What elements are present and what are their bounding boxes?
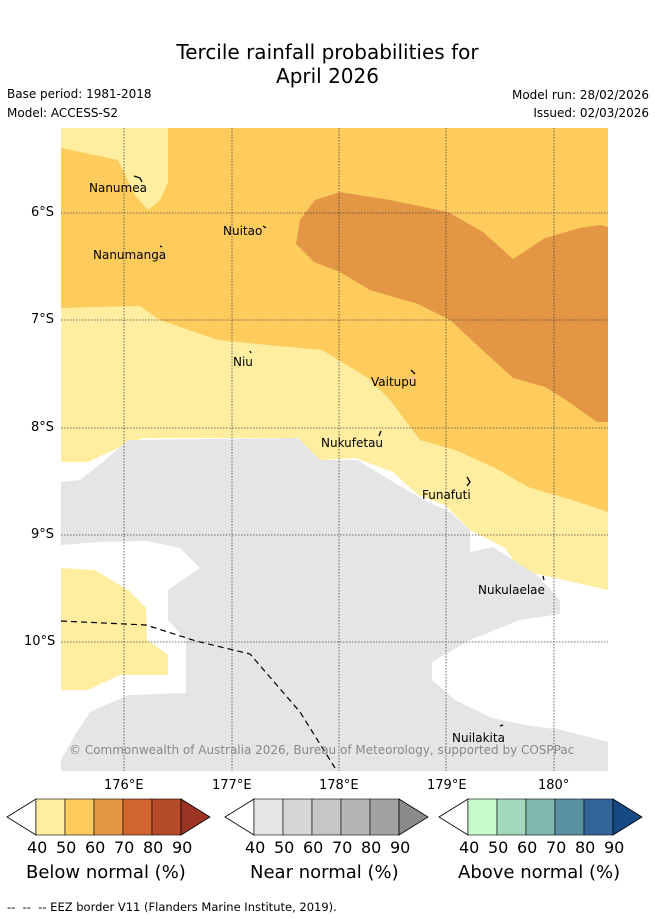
near-normal-tick-label: 60 bbox=[303, 838, 324, 857]
niu-island bbox=[249, 350, 252, 354]
place-label-nanumea: Nanumea bbox=[89, 181, 147, 195]
above-normal-segment bbox=[583, 798, 614, 836]
near-normal-low-arrow bbox=[224, 798, 255, 836]
above-normal-low-arrow bbox=[438, 798, 469, 836]
place-label-funafuti: Funafuti bbox=[422, 488, 471, 502]
above-normal-colorbar bbox=[438, 798, 643, 836]
copyright-notice: © Commonwealth of Australia 2026, Bureau… bbox=[69, 743, 575, 757]
map-title-line2: April 2026 bbox=[276, 64, 379, 88]
below-normal-tick-label: 80 bbox=[143, 838, 164, 857]
above-normal-segment bbox=[525, 798, 556, 836]
place-label-vaitupu: Vaitupu bbox=[371, 375, 417, 389]
above-normal-segment bbox=[496, 798, 527, 836]
place-label-nukulaelae: Nukulaelae bbox=[478, 583, 545, 597]
lon-label-178e: 178°E bbox=[319, 778, 359, 793]
vaitupu-island bbox=[410, 369, 416, 375]
model-run: Model run: 28/02/2026 bbox=[511, 88, 649, 102]
near-normal-tick-label: 90 bbox=[390, 838, 411, 857]
above-normal-tick-label: 50 bbox=[488, 838, 509, 857]
legend-colorbars bbox=[6, 798, 643, 836]
place-label-niu: Niu bbox=[233, 355, 253, 369]
lat-label-6s: 6°S bbox=[31, 205, 55, 220]
below-normal-segment bbox=[64, 798, 95, 836]
base-period: Base period: 1981-2018 bbox=[7, 87, 152, 101]
below-normal-40-50-region-south bbox=[61, 568, 168, 690]
below-normal-tick-label: 50 bbox=[56, 838, 77, 857]
nuitao-island bbox=[262, 225, 267, 229]
funafuti-island bbox=[466, 476, 471, 487]
nuilakita-island bbox=[499, 724, 504, 727]
near-normal-tick-label: 50 bbox=[274, 838, 295, 857]
eez-border-line bbox=[61, 620, 336, 769]
near-normal-segment bbox=[253, 798, 284, 836]
below-normal-colorbar bbox=[6, 798, 211, 836]
below-normal-tick-label: 70 bbox=[114, 838, 135, 857]
place-label-nukufetau: Nukufetau bbox=[321, 436, 384, 450]
nanumea-island bbox=[133, 175, 143, 183]
below-normal-tick-label: 90 bbox=[172, 838, 193, 857]
above-normal-caption: Above normal (%) bbox=[458, 862, 621, 883]
below-normal-60-70-region bbox=[296, 192, 608, 422]
above-normal-segment bbox=[554, 798, 585, 836]
issued-date: Issued: 02/03/2026 bbox=[533, 106, 649, 120]
below-normal-tick-label: 40 bbox=[27, 838, 48, 857]
place-label-nuitao: Nuitao bbox=[223, 224, 263, 238]
below-normal-high-arrow bbox=[180, 798, 211, 836]
island-marks bbox=[133, 175, 545, 727]
near-normal-segment bbox=[282, 798, 313, 836]
lon-label-179e: 179°E bbox=[427, 778, 467, 793]
below-normal-segment bbox=[35, 798, 66, 836]
map-title-line1: Tercile rainfall probabilities for bbox=[176, 40, 479, 64]
above-normal-tick-label: 80 bbox=[575, 838, 596, 857]
below-normal-caption: Below normal (%) bbox=[26, 862, 186, 883]
below-normal-segment bbox=[93, 798, 124, 836]
near-normal-tick-label: 80 bbox=[361, 838, 382, 857]
lat-label-7s: 7°S bbox=[31, 312, 55, 327]
above-normal-tick-label: 60 bbox=[517, 838, 538, 857]
near-normal-segment bbox=[311, 798, 342, 836]
near-normal-tick-label: 70 bbox=[332, 838, 353, 857]
lon-label-177e: 177°E bbox=[212, 778, 252, 793]
lat-label-10s: 10°S bbox=[24, 634, 56, 649]
near-normal-colorbar bbox=[224, 798, 429, 836]
lat-label-9s: 9°S bbox=[31, 527, 55, 542]
nanumanga-island bbox=[159, 245, 163, 248]
eez-footnote: -- -- -- EEZ border V11 (Flanders Marine… bbox=[7, 900, 337, 914]
near-normal-40-50-region bbox=[61, 438, 608, 771]
map-gridlines bbox=[61, 128, 608, 771]
above-normal-tick-label: 40 bbox=[459, 838, 480, 857]
below-normal-segment bbox=[151, 798, 182, 836]
nukulaelae-island bbox=[542, 575, 545, 581]
lon-label-180: 180° bbox=[538, 778, 570, 793]
near-normal-high-arrow bbox=[398, 798, 429, 836]
near-normal-caption: Near normal (%) bbox=[250, 862, 399, 883]
place-label-nuilakita: Nuilakita bbox=[452, 731, 505, 745]
below-normal-tick-label: 60 bbox=[85, 838, 106, 857]
above-normal-tick-label: 70 bbox=[546, 838, 567, 857]
model-name: Model: ACCESS-S2 bbox=[7, 106, 119, 120]
lon-label-176e: 176°E bbox=[104, 778, 144, 793]
near-normal-tick-label: 40 bbox=[245, 838, 266, 857]
nukufetau-island bbox=[378, 430, 382, 437]
above-normal-segment bbox=[467, 798, 498, 836]
below-normal-segment bbox=[122, 798, 153, 836]
near-normal-segment bbox=[340, 798, 371, 836]
above-normal-high-arrow bbox=[612, 798, 643, 836]
above-normal-tick-label: 90 bbox=[604, 838, 625, 857]
place-label-nanumanga: Nanumanga bbox=[93, 248, 167, 262]
near-normal-segment bbox=[369, 798, 400, 836]
below-normal-low-arrow bbox=[6, 798, 37, 836]
rainfall-map bbox=[61, 128, 608, 771]
lat-label-8s: 8°S bbox=[31, 420, 55, 435]
